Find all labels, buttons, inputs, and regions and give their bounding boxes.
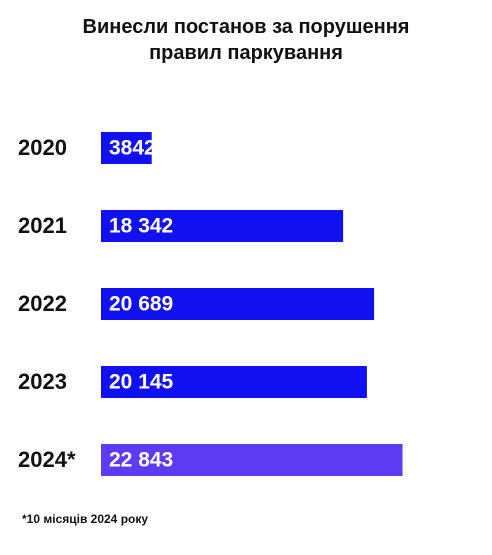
bar — [101, 444, 403, 476]
value-label: 20 689 — [109, 293, 173, 316]
chart-title: Винесли постанов за порушення правил пар… — [82, 16, 410, 64]
bar — [101, 366, 367, 398]
category-label: 2024* — [18, 447, 76, 472]
value-label: 22 843 — [109, 449, 173, 472]
category-label: 2022 — [18, 291, 67, 316]
bar — [101, 210, 344, 242]
category-label: 2020 — [18, 135, 67, 160]
bar — [101, 288, 375, 320]
category-label: 2021 — [18, 213, 67, 238]
value-label: 18 342 — [109, 215, 173, 238]
bar — [101, 132, 152, 164]
value-label: 20 145 — [109, 371, 174, 394]
category-label: 2023 — [18, 369, 67, 394]
value-label: 3842 — [109, 137, 156, 160]
footnote: *10 місяців 2024 року — [22, 512, 148, 526]
